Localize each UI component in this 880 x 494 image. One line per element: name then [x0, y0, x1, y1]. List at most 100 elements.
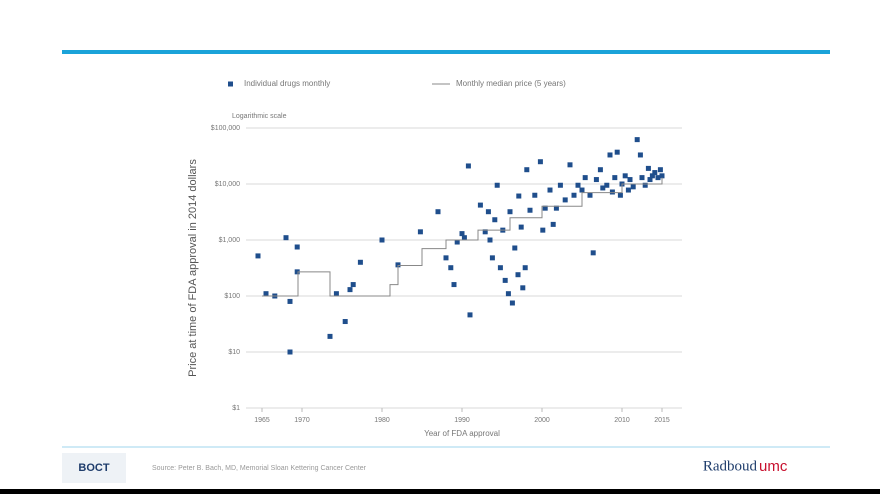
- scatter-point: [575, 182, 581, 188]
- median-line: [262, 177, 663, 297]
- scatter-point: [639, 175, 645, 181]
- scatter-point: [350, 282, 356, 288]
- scatter-point: [637, 152, 643, 158]
- scatter-point: [467, 312, 473, 318]
- scatter-point: [294, 269, 300, 275]
- legend-label: Monthly median price (5 years): [456, 79, 566, 88]
- scatter-point: [547, 187, 553, 193]
- scatter-point: [607, 152, 613, 158]
- y-tick-label: $100: [224, 293, 240, 300]
- scatter-point: [597, 167, 603, 173]
- scatter-point: [647, 177, 653, 183]
- scatter-point: [527, 207, 533, 213]
- scatter-point: [579, 187, 585, 193]
- scatter-point: [507, 209, 513, 215]
- y-axis-label: Price at time of FDA approval in 2014 do…: [187, 159, 199, 377]
- subtitle: Logarithmic scale: [232, 113, 287, 120]
- scatter-point: [625, 187, 631, 193]
- scatter-point: [459, 231, 465, 237]
- scatter-point: [451, 282, 457, 288]
- scatter-point: [477, 202, 483, 208]
- scatter-point: [512, 245, 518, 251]
- scatter-point: [294, 244, 300, 250]
- scatter-point: [604, 182, 610, 188]
- scatter-point: [448, 265, 454, 271]
- top-rule: [62, 50, 830, 54]
- scatter-point: [587, 192, 593, 198]
- legend-marker: [228, 81, 233, 87]
- x-tick-label: 1970: [294, 417, 310, 424]
- scatter-point: [509, 300, 515, 306]
- scatter-point: [532, 192, 538, 198]
- scatter-point: [567, 162, 573, 168]
- scatter-point: [443, 255, 449, 261]
- scatter-point: [485, 209, 491, 215]
- scatter-point: [659, 173, 665, 179]
- scatter-point: [627, 177, 633, 183]
- x-tick-label: 1990: [454, 417, 470, 424]
- scatter-point: [645, 165, 651, 171]
- scatter-point: [617, 192, 623, 198]
- scatter-point: [612, 175, 618, 181]
- brand-suffix: umc: [759, 458, 788, 475]
- scatter-point: [550, 221, 556, 227]
- scatter-point: [435, 209, 441, 215]
- scatter-point: [492, 217, 498, 223]
- scatter-point: [487, 237, 493, 243]
- scatter-point: [557, 182, 563, 188]
- scatter-point: [593, 177, 599, 183]
- scatter-point: [614, 149, 620, 155]
- scatter-point: [342, 319, 348, 325]
- scatter-point: [255, 253, 261, 259]
- scatter-point: [540, 227, 546, 233]
- scatter-point: [505, 291, 511, 297]
- scatter-point: [634, 137, 640, 143]
- scatter-point: [524, 167, 530, 173]
- scatter-point: [520, 285, 526, 291]
- x-tick-label: 2015: [654, 417, 670, 424]
- scatter-point: [489, 255, 495, 261]
- scatter-point: [571, 192, 577, 198]
- y-tick-label: $10,000: [215, 181, 240, 188]
- scatter-point: [465, 163, 471, 169]
- scatter-point: [417, 229, 423, 235]
- x-tick-label: 2000: [534, 417, 550, 424]
- scatter-point: [516, 193, 522, 199]
- scatter-point: [652, 170, 658, 176]
- scatter-point: [395, 262, 401, 268]
- scatter-point: [287, 298, 293, 304]
- scatter-point: [553, 205, 559, 211]
- scatter-point: [630, 184, 636, 190]
- y-tick-label: $100,000: [211, 125, 240, 132]
- y-tick-label: $1,000: [219, 237, 241, 244]
- scatter-point: [287, 349, 293, 355]
- y-tick-label: $1: [232, 405, 240, 412]
- scatter-point: [609, 189, 615, 195]
- scatter-point: [542, 205, 548, 211]
- scatter-point: [518, 224, 524, 230]
- scatter-point: [582, 175, 588, 181]
- scatter-point: [600, 185, 606, 191]
- brand: Radboud: [703, 458, 758, 474]
- source: Source: Peter B. Bach, MD, Memorial Sloa…: [152, 465, 367, 472]
- x-axis-label: Year of FDA approval: [424, 429, 500, 438]
- scatter-point: [497, 265, 503, 271]
- scatter-point: [655, 175, 661, 181]
- scatter-point: [537, 159, 543, 165]
- scatter-point: [333, 291, 339, 297]
- scatter-point: [357, 259, 363, 265]
- x-tick-label: 1965: [254, 417, 270, 424]
- scatter-point: [347, 287, 353, 293]
- scatter-point: [657, 167, 663, 173]
- scatter-point: [454, 239, 460, 245]
- scatter-point: [461, 235, 467, 241]
- scatter-point: [562, 197, 568, 203]
- scatter-point: [502, 277, 508, 283]
- scatter-point: [283, 235, 289, 241]
- legend-label: Individual drugs monthly: [244, 79, 330, 88]
- scatter-point: [622, 173, 628, 179]
- x-tick-label: 1980: [374, 417, 390, 424]
- scatter-point: [515, 272, 521, 278]
- scatter-point: [482, 229, 488, 235]
